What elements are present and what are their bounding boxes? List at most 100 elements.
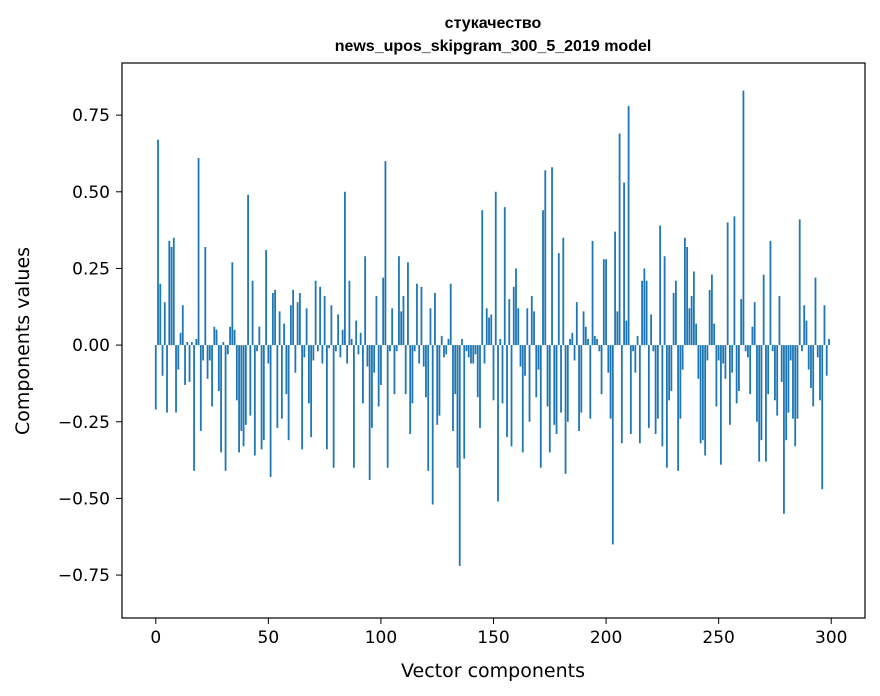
bar-245	[706, 345, 709, 361]
bar-104	[389, 345, 391, 352]
bar-181	[562, 237, 565, 346]
bar-212	[632, 345, 634, 352]
bar-0	[154, 345, 157, 410]
bar-298	[825, 345, 828, 376]
bar-253	[724, 345, 727, 379]
bar-251	[720, 345, 722, 465]
bar-153	[499, 338, 502, 346]
bar-25	[211, 345, 213, 407]
bar-299	[828, 338, 830, 346]
bar-161	[517, 308, 520, 346]
bar-232	[677, 345, 680, 471]
bar-279	[783, 345, 785, 514]
x-tick-label: 250	[702, 628, 734, 648]
bar-204	[614, 231, 616, 346]
bar-200	[605, 259, 607, 346]
bar-254	[726, 222, 729, 346]
bar-185	[571, 332, 574, 346]
bar-221	[652, 345, 655, 352]
bar-13	[184, 345, 186, 385]
bar-231	[674, 280, 677, 346]
bar-5	[166, 345, 168, 413]
y-tick-label: −0.75	[58, 566, 110, 586]
bar-59	[287, 345, 290, 441]
bar-278	[780, 345, 783, 382]
bar-134	[456, 345, 459, 468]
bar-191	[584, 326, 587, 346]
bar-90	[357, 345, 360, 355]
bar-99	[377, 345, 380, 407]
bar-283	[792, 345, 794, 419]
bar-223	[656, 345, 659, 419]
bar-203	[611, 345, 614, 545]
bar-241	[697, 345, 700, 379]
bar-27	[215, 329, 218, 346]
bar-124	[434, 292, 436, 346]
bar-262	[744, 345, 747, 352]
bar-91	[359, 332, 362, 346]
bar-156	[506, 345, 508, 438]
bar-238	[690, 296, 693, 346]
bar-154	[501, 345, 504, 404]
bar-172	[542, 210, 544, 346]
bar-152	[497, 345, 499, 502]
bar-4	[163, 302, 166, 346]
bar-128	[443, 345, 445, 358]
bar-35	[233, 329, 236, 346]
bar-115	[413, 345, 416, 352]
bar-63	[296, 302, 299, 346]
bar-230	[672, 292, 675, 346]
bar-167	[530, 296, 533, 346]
bar-290	[807, 345, 810, 370]
bar-72	[316, 345, 319, 352]
bar-150	[492, 345, 495, 401]
bar-117	[418, 345, 421, 364]
bar-2	[159, 283, 162, 346]
bar-258	[735, 345, 738, 404]
bar-171	[539, 345, 542, 468]
x-tick-label: 150	[477, 628, 509, 648]
bar-218	[645, 280, 648, 346]
bar-119	[422, 345, 425, 367]
bar-88	[353, 345, 355, 468]
bar-102	[384, 161, 387, 346]
bar-53	[274, 289, 276, 346]
y-tick-label: 0.25	[72, 259, 110, 279]
bar-40	[244, 345, 247, 425]
bar-22	[204, 246, 207, 346]
bar-55	[278, 311, 281, 346]
x-ticks: 0 50 100 150 200 250 300	[150, 618, 847, 648]
bar-220	[650, 314, 653, 346]
bar-225	[661, 345, 664, 447]
bar-126	[438, 345, 441, 416]
bar-162	[519, 345, 522, 367]
bar-227	[665, 345, 668, 468]
x-tick-label: 300	[815, 628, 847, 648]
bar-84	[344, 191, 346, 346]
chart-title: стукачество	[445, 15, 542, 32]
bar-277	[778, 296, 781, 346]
bar-20	[199, 345, 202, 431]
bar-34	[231, 262, 234, 346]
bar-78	[330, 305, 333, 346]
bar-271	[765, 345, 767, 462]
bar-95	[368, 345, 371, 481]
bar-297	[823, 305, 826, 346]
bar-85	[346, 345, 349, 364]
bar-244	[704, 345, 707, 456]
bar-129	[445, 345, 448, 355]
bar-137	[463, 345, 466, 459]
bar-209	[625, 320, 628, 346]
bar-6	[168, 240, 171, 346]
bar-101	[382, 277, 385, 346]
bar-268	[758, 345, 761, 462]
bar-135	[458, 345, 461, 566]
bar-64	[298, 292, 301, 346]
bar-112	[407, 262, 409, 346]
bar-286	[798, 219, 801, 346]
bar-165	[526, 308, 529, 346]
bar-270	[762, 274, 765, 346]
bar-261	[742, 90, 745, 346]
bar-288	[803, 305, 806, 346]
bar-139	[467, 345, 470, 358]
